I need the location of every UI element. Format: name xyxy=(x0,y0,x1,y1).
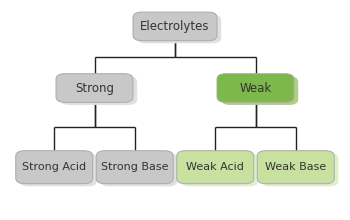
FancyBboxPatch shape xyxy=(96,151,173,184)
FancyBboxPatch shape xyxy=(137,15,221,43)
FancyBboxPatch shape xyxy=(100,153,177,186)
FancyBboxPatch shape xyxy=(133,12,217,41)
FancyBboxPatch shape xyxy=(217,74,294,102)
FancyBboxPatch shape xyxy=(257,151,334,184)
Text: Strong Base: Strong Base xyxy=(101,162,168,172)
Text: Strong: Strong xyxy=(75,81,114,95)
Text: Weak: Weak xyxy=(239,81,272,95)
FancyBboxPatch shape xyxy=(261,153,338,186)
FancyBboxPatch shape xyxy=(60,76,137,105)
FancyBboxPatch shape xyxy=(56,74,133,102)
Text: Strong Acid: Strong Acid xyxy=(22,162,86,172)
Text: Weak Acid: Weak Acid xyxy=(186,162,244,172)
Text: Weak Base: Weak Base xyxy=(265,162,326,172)
FancyBboxPatch shape xyxy=(181,153,258,186)
FancyBboxPatch shape xyxy=(20,153,97,186)
FancyBboxPatch shape xyxy=(177,151,254,184)
FancyBboxPatch shape xyxy=(221,76,298,105)
Text: Electrolytes: Electrolytes xyxy=(140,20,210,33)
FancyBboxPatch shape xyxy=(16,151,93,184)
